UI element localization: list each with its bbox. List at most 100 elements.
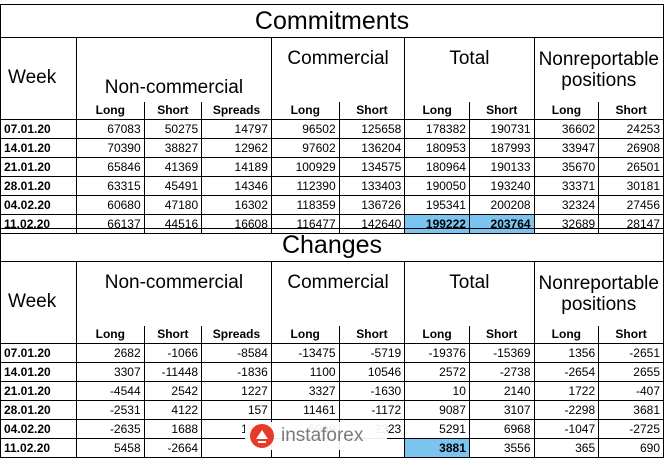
value-cell: 50275 <box>143 118 203 139</box>
subheader-long: Long <box>533 101 600 120</box>
table-row: 04.02.20 60680 47180 16302 118359 136726 19534… <box>0 194 664 215</box>
value-cell: 16302 <box>201 194 272 215</box>
subheader-long: Long <box>404 101 470 120</box>
value-cell: -2654 <box>533 361 600 382</box>
value-cell: 365 <box>533 437 600 458</box>
table-row: 07.01.20 67083 50275 14797 96502 125658 178382… <box>0 118 664 139</box>
nonreportable-line2: positions <box>561 293 637 315</box>
value-cell: 10546 <box>338 361 406 382</box>
value-cell: 11461 <box>270 399 340 420</box>
subheader-long: Long <box>75 325 145 344</box>
value-cell: -1066 <box>143 342 203 363</box>
value-cell: 38827 <box>143 137 203 158</box>
subheader-long: Long <box>270 101 340 120</box>
value-cell: 45491 <box>143 175 203 196</box>
week-header: Week <box>0 37 77 120</box>
value-cell: -2635 <box>75 418 145 439</box>
subheader-long: Long <box>75 101 145 120</box>
value-cell: 180953 <box>404 137 470 158</box>
subheader-short: Short <box>143 325 203 344</box>
watermark-text: instaforex <box>281 425 364 446</box>
subheader-short: Short <box>598 101 664 120</box>
value-cell: 690 <box>598 437 664 458</box>
value-cell: 70390 <box>75 137 145 158</box>
value-cell: 193240 <box>468 175 535 196</box>
commitments-title: Commitments <box>0 4 664 38</box>
value-cell: 33371 <box>533 175 600 196</box>
value-cell: 190731 <box>468 118 535 139</box>
subheader-short: Short <box>338 101 406 120</box>
value-cell: 35670 <box>533 156 600 177</box>
value-cell: 195341 <box>404 194 470 215</box>
value-cell: -407 <box>598 380 664 401</box>
value-cell: 118359 <box>270 194 340 215</box>
value-cell: 1227 <box>201 380 272 401</box>
subheader-long: Long <box>404 325 470 344</box>
value-cell: 5458 <box>75 437 145 458</box>
value-cell: -1047 <box>533 418 600 439</box>
value-cell: 60680 <box>75 194 145 215</box>
nonreportable-header: Nonreportable positions <box>533 261 665 326</box>
value-cell: 178382 <box>404 118 470 139</box>
instaforex-watermark: instaforex <box>245 422 387 450</box>
value-cell: 2572 <box>404 361 470 382</box>
value-cell: 3681 <box>598 399 664 420</box>
noncommercial-header: Non-commercial <box>75 37 272 102</box>
value-cell: -2664 <box>143 437 203 458</box>
nonreportable-line1: Nonreportable <box>538 48 659 70</box>
value-cell: -2725 <box>598 418 664 439</box>
value-cell: 9087 <box>404 399 470 420</box>
value-cell: 1356 <box>533 342 600 363</box>
value-cell: -1630 <box>338 380 406 401</box>
value-cell: 3327 <box>270 380 340 401</box>
value-cell: -2298 <box>533 399 600 420</box>
instaforex-logo-icon <box>250 424 274 448</box>
value-cell: 12962 <box>201 137 272 158</box>
value-cell: 63315 <box>75 175 145 196</box>
value-cell: 2542 <box>143 380 203 401</box>
value-cell: 4122 <box>143 399 203 420</box>
value-cell: -2738 <box>468 361 535 382</box>
week-cell: 14.01.20 <box>0 361 77 382</box>
value-cell: 100929 <box>270 156 340 177</box>
changes-title: Changes <box>0 228 664 262</box>
value-cell: 6968 <box>468 418 535 439</box>
week-cell: 21.01.20 <box>0 156 77 177</box>
value-cell: 26501 <box>598 156 664 177</box>
subheader-short: Short <box>598 325 664 344</box>
value-cell: -1836 <box>201 361 272 382</box>
value-cell: -2651 <box>598 342 664 363</box>
subheader-short: Short <box>143 101 203 120</box>
value-cell: 125658 <box>338 118 406 139</box>
value-cell: 41369 <box>143 156 203 177</box>
value-cell: 36602 <box>533 118 600 139</box>
commercial-header: Commercial <box>270 37 406 102</box>
table-row: 21.01.20 -4544 2542 1227 3327 -1630 10 2140 1722… <box>0 380 664 401</box>
subheader-long: Long <box>533 325 600 344</box>
value-cell: -11448 <box>143 361 203 382</box>
value-cell: 136726 <box>338 194 406 215</box>
value-cell: 2140 <box>468 380 535 401</box>
value-cell: 14189 <box>201 156 272 177</box>
value-cell: 1100 <box>270 361 340 382</box>
value-cell: -5719 <box>338 342 406 363</box>
value-cell: 2655 <box>598 361 664 382</box>
value-cell: 180964 <box>404 156 470 177</box>
value-cell: 136204 <box>338 137 406 158</box>
value-cell: 24253 <box>598 118 664 139</box>
value-cell: -2531 <box>75 399 145 420</box>
value-cell: 3881 <box>404 437 470 458</box>
value-cell: 5291 <box>404 418 470 439</box>
value-cell: 187993 <box>468 137 535 158</box>
value-cell: 33947 <box>533 137 600 158</box>
value-cell: 133403 <box>338 175 406 196</box>
total-header: Total <box>404 37 535 102</box>
table-row: 21.01.20 65846 41369 14189 100929 134575 18096… <box>0 156 664 177</box>
week-cell: 04.02.20 <box>0 194 77 215</box>
value-cell: 32324 <box>533 194 600 215</box>
value-cell: -8584 <box>201 342 272 363</box>
value-cell: -15369 <box>468 342 535 363</box>
nonreportable-header: Nonreportable positions <box>533 37 665 102</box>
nonreportable-line1: Nonreportable <box>538 272 659 294</box>
value-cell: 3556 <box>468 437 535 458</box>
